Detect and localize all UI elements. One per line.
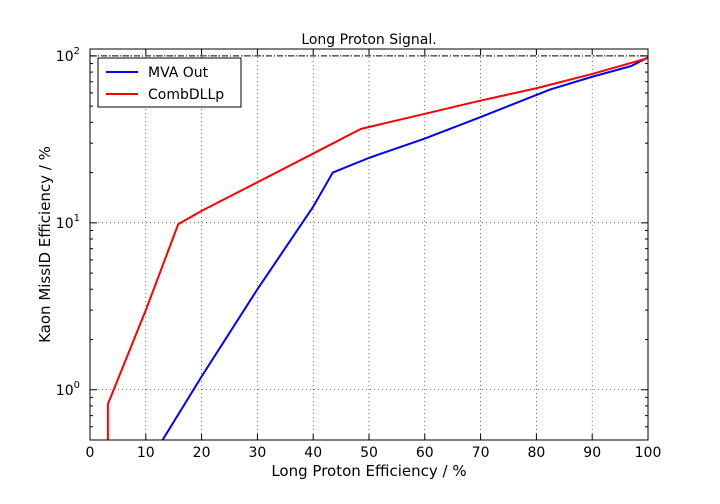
x-tick-label: 50 — [360, 445, 378, 461]
x-tick-label: 10 — [137, 445, 155, 461]
x-tick-label: 100 — [635, 445, 662, 461]
legend-label: MVA Out — [148, 65, 209, 81]
series-line-combdllp — [106, 57, 648, 440]
legend: MVA Out CombDLLp — [97, 57, 242, 108]
x-tick-label: 60 — [416, 445, 434, 461]
y-tick-label: 100 — [56, 380, 80, 399]
x-tick-label: 20 — [193, 445, 211, 461]
grid — [90, 49, 648, 440]
legend-label: CombDLLp — [148, 87, 224, 103]
x-tick-label: 70 — [472, 445, 490, 461]
x-tick-label: 0 — [86, 445, 95, 461]
chart-title: Long Proton Signal. — [301, 32, 436, 48]
series-line-mva-out — [161, 56, 648, 440]
legend-box — [97, 57, 242, 108]
x-tick-label: 80 — [527, 445, 545, 461]
series-layer — [106, 56, 648, 440]
y-tick-label: 102 — [56, 46, 80, 65]
x-tick-label: 40 — [304, 445, 322, 461]
ticks: 0 10 20 30 40 50 60 70 80 90 100 100 101 102 — [56, 46, 662, 461]
y-tick-label: 101 — [56, 213, 80, 232]
x-tick-label: 90 — [583, 445, 601, 461]
y-axis-label: Kaon MissID Efficiency / % — [36, 146, 54, 343]
x-tick-label: 30 — [248, 445, 266, 461]
x-axis-label: Long Proton Efficiency / % — [271, 462, 466, 480]
